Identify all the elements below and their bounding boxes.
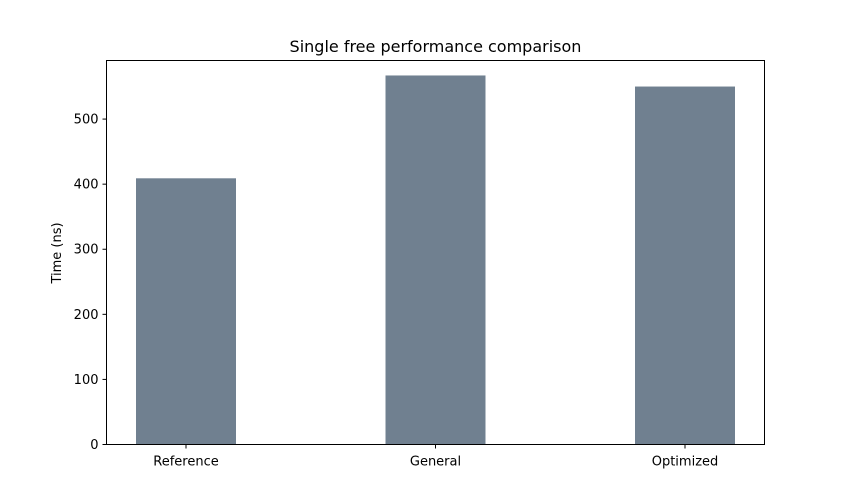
chart-title: Single free performance comparison — [290, 37, 582, 56]
y-tick-label: 0 — [90, 438, 98, 453]
y-axis-label: Time (ns) — [50, 222, 65, 284]
y-axis: 0 100 200 300 400 500 — [74, 113, 107, 453]
bar-optimized — [635, 86, 735, 445]
y-tick-label: 200 — [74, 308, 99, 323]
y-tick-label: 300 — [74, 243, 99, 258]
x-tick-label: General — [410, 455, 461, 470]
y-tick-label: 400 — [74, 178, 99, 193]
bar-general — [385, 75, 486, 445]
y-tick-label: 500 — [74, 113, 99, 128]
x-tick-label: Reference — [153, 455, 218, 470]
plot-frame — [106, 60, 765, 445]
x-axis: Reference General Optimized — [153, 444, 719, 470]
bar-reference — [136, 178, 236, 445]
y-tick-label: 100 — [74, 373, 99, 388]
bars-layer — [136, 75, 735, 445]
x-tick-label: Optimized — [652, 455, 719, 470]
